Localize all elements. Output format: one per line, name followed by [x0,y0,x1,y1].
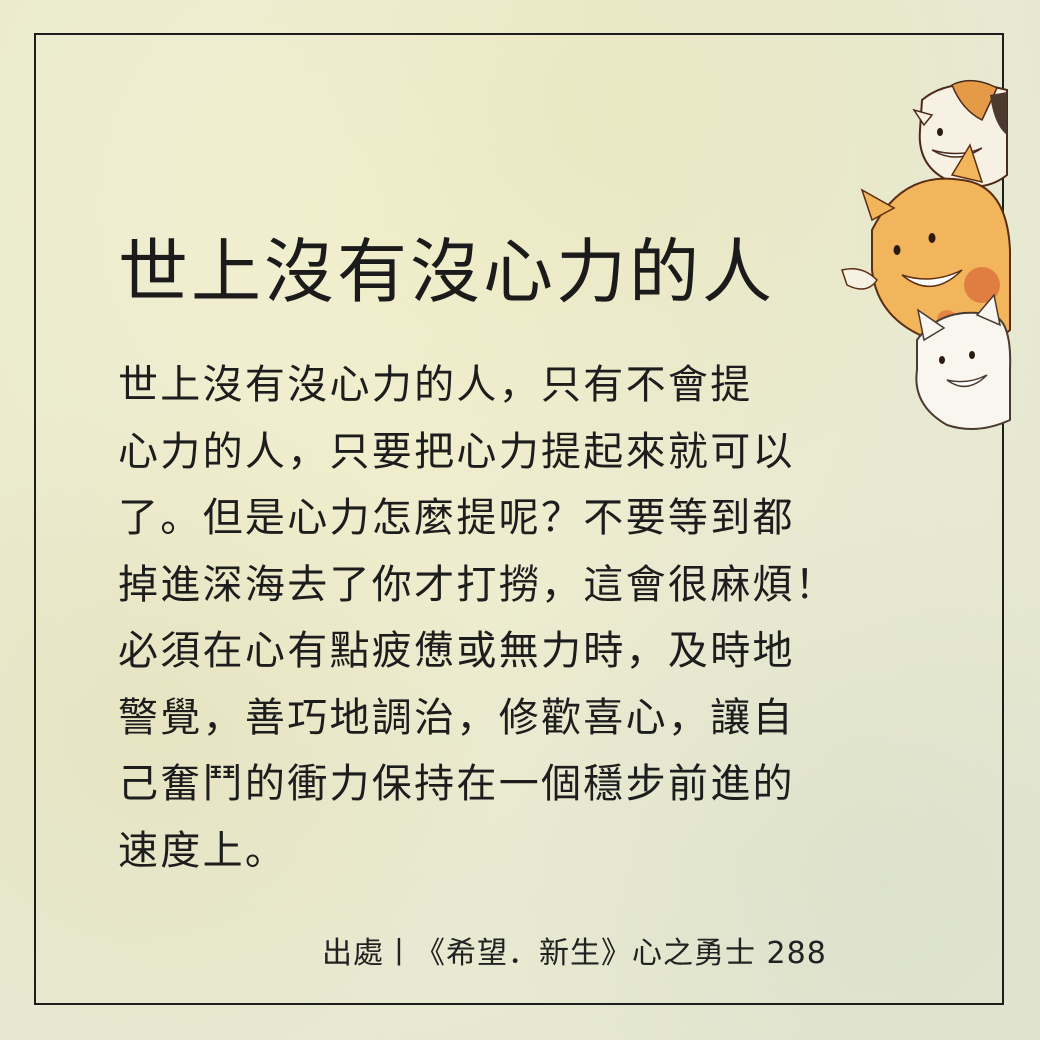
source-citation: 出處丨《希望．新生》心之勇士 288 [322,936,827,971]
body-line: 必須在心有點疲憊或無力時，及時地 [118,628,795,674]
body-line: 警覺，善巧地調治，修歡喜心，讓自 [118,694,795,741]
body-line: 心力的人，只要把心力提起來就可以 [118,428,795,475]
body-line: 世上沒有沒心力的人，只有不會提 [118,362,753,408]
page-title: 世上沒有沒心力的人 [118,230,775,313]
body-line: 了。但是心力怎麼提呢？不要等到都 [118,495,795,541]
border-frame [34,33,1004,1005]
orange-cat-icon [841,143,1011,347]
body-line: 速度上。 [118,827,288,874]
body-paragraph: 世上沒有沒心力的人，只有不會提 心力的人，只要把心力提起來就可以 了。但是心力怎… [118,352,928,884]
cats-illustration [841,79,1012,430]
calico-cat-icon [912,79,1008,188]
white-cat-icon [915,293,1012,430]
body-line: 己奮鬥的衝力保持在一個穩步前進的 [118,761,795,807]
body-line: 掉進深海去了你才打撈，這會很麻煩！ [118,561,838,608]
